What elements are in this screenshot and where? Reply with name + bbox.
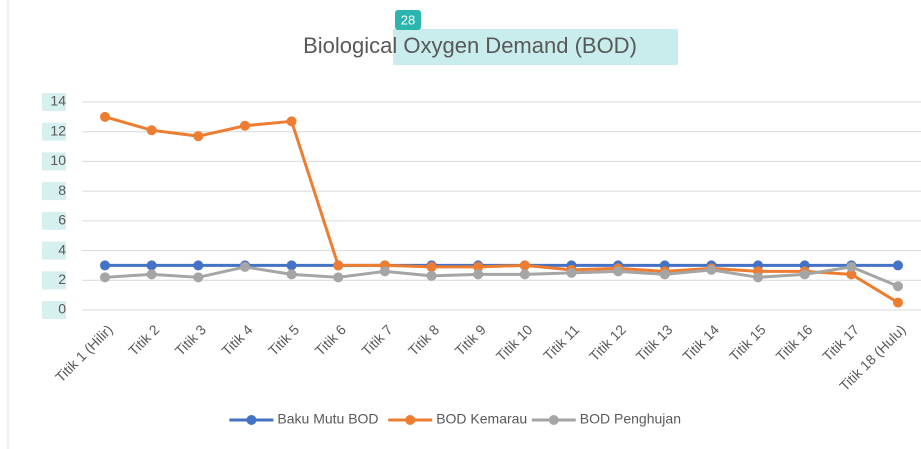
legend-marker: [405, 415, 416, 425]
y-tick-highlight: [42, 182, 66, 201]
x-tick-label: Titik 6: [312, 321, 349, 358]
data-point: [193, 260, 204, 271]
data-point: [753, 272, 764, 283]
data-point: [613, 266, 624, 277]
data-point: [286, 260, 297, 271]
data-point: [100, 111, 110, 122]
data-point: [799, 269, 810, 280]
data-point: [286, 116, 297, 127]
y-tick-label: 12: [50, 122, 66, 138]
legend-marker: [246, 415, 257, 425]
x-tick-label: Titik 11: [540, 321, 582, 363]
data-point: [846, 269, 857, 280]
x-tick-label: Titik 9: [452, 321, 489, 358]
y-tick-label: 2: [58, 271, 66, 287]
x-tick-label: Titik 17: [819, 321, 862, 364]
x-tick-label: Titik 10: [493, 321, 536, 364]
data-point: [239, 120, 250, 131]
x-tick-label: Titik 4: [218, 321, 255, 358]
data-point: [893, 297, 903, 308]
data-point: [659, 269, 670, 280]
data-point: [519, 269, 530, 280]
data-point: [893, 260, 903, 271]
y-tick-label: 10: [50, 152, 66, 168]
x-tick-label: Titik 12: [586, 321, 629, 364]
data-point: [846, 261, 857, 272]
data-point: [333, 260, 344, 271]
x-tick-label: Titik 8: [405, 321, 442, 358]
x-tick-label: Titik 2: [125, 321, 162, 358]
y-tick-highlight: [42, 271, 66, 290]
x-tick-label: Titik 7: [358, 321, 395, 358]
data-point: [193, 272, 204, 283]
y-tick-label: 6: [58, 212, 66, 228]
y-tick-label: 8: [58, 182, 66, 198]
data-point: [426, 261, 437, 272]
y-tick-label: 0: [58, 301, 66, 317]
title-highlight: [393, 29, 678, 65]
x-tick-label: Titik 1 (Hilir): [52, 321, 116, 385]
legend-label: BOD Kemarau: [436, 411, 527, 427]
data-point: [473, 261, 484, 272]
data-point: [473, 269, 484, 280]
y-tick-label: 4: [58, 241, 66, 257]
data-point: [566, 267, 577, 278]
x-tick-label: Titik 5: [265, 321, 302, 358]
y-tick-highlight: [42, 211, 66, 230]
x-tick-label: Titik 16: [773, 321, 816, 364]
data-point: [333, 272, 344, 283]
series-line: [104, 265, 899, 288]
chart-title: Biological Oxygen Demand (BOD): [303, 33, 637, 58]
y-tick-highlight: [42, 241, 66, 260]
series-line: [104, 115, 899, 304]
data-point: [100, 272, 110, 283]
legend-label: BOD Penghujan: [580, 411, 681, 427]
x-tick-label: Titik 13: [633, 321, 676, 364]
data-point: [426, 270, 437, 281]
data-point: [893, 281, 903, 292]
y-tick-highlight: [42, 122, 66, 141]
legend-marker: [548, 415, 559, 425]
data-point: [146, 125, 157, 136]
legend-label: Baku Mutu BOD: [277, 411, 378, 427]
data-point: [146, 260, 157, 271]
data-point: [379, 266, 390, 277]
badge: [395, 10, 421, 30]
data-point: [519, 260, 530, 271]
data-point: [100, 260, 110, 271]
data-point: [146, 269, 157, 280]
x-tick-label: Titik 3: [172, 321, 209, 358]
data-point: [193, 131, 204, 142]
badge-label: 28: [401, 12, 415, 27]
y-tick-highlight: [42, 93, 66, 111]
y-tick-highlight: [42, 301, 66, 319]
y-tick-highlight: [42, 152, 66, 171]
y-tick-label: 14: [50, 93, 66, 109]
data-point: [706, 264, 717, 275]
x-tick-label: Titik 15: [726, 321, 769, 364]
x-tick-label: Titik 14: [679, 321, 722, 364]
data-point: [286, 269, 297, 280]
data-point: [239, 261, 250, 272]
